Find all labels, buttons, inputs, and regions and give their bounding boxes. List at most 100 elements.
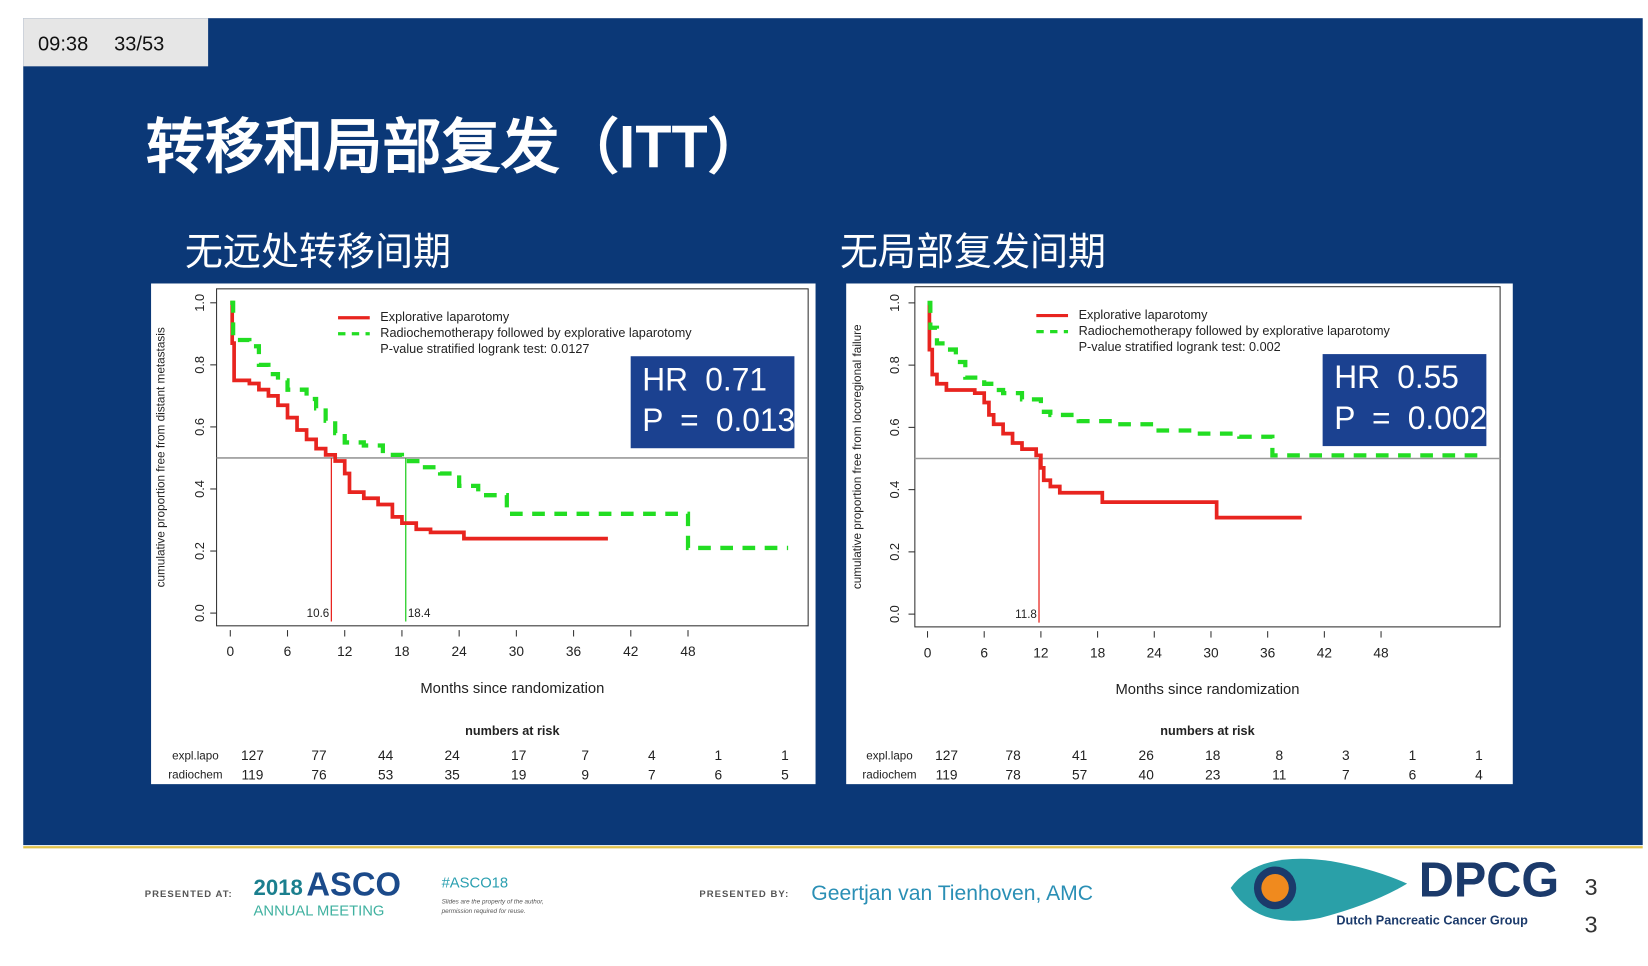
risk-value: 35	[445, 766, 461, 782]
km-curve	[230, 300, 789, 551]
risk-value: 4	[648, 747, 656, 763]
risk-value: 119	[936, 766, 958, 782]
y-tick-label: 0.0	[887, 605, 902, 623]
risk-value: 78	[1005, 766, 1021, 782]
km-curve	[230, 300, 608, 541]
risk-value: 26	[1139, 747, 1155, 763]
risk-table-title: numbers at risk	[465, 723, 560, 738]
risk-row-label: radiochem	[168, 769, 222, 782]
y-tick-label: 0.6	[192, 418, 207, 436]
risk-value: 127	[241, 747, 264, 763]
x-tick-label: 42	[1317, 644, 1332, 660]
km-curve	[927, 301, 1302, 520]
presented-by: PRESENTED BY:	[699, 889, 789, 900]
disclaimer: Slides are the property of the author,	[442, 898, 544, 905]
y-tick-label: 0.8	[887, 356, 902, 374]
risk-row-label: expl.lapo	[866, 749, 913, 762]
slide-number: 3	[1585, 911, 1598, 937]
risk-value: 1	[1475, 747, 1483, 763]
time: 09:38	[38, 33, 88, 55]
risk-value: 9	[581, 766, 589, 782]
x-tick-label: 6	[980, 644, 988, 660]
x-tick-label: 12	[1033, 644, 1048, 660]
hr-box-text: HR 0.55	[1334, 359, 1459, 395]
x-axis-label: Months since randomization	[420, 681, 604, 697]
legend-label: Explorative laparotomy	[380, 309, 509, 324]
status-bar	[23, 18, 209, 67]
risk-value: 57	[1072, 766, 1087, 782]
risk-value: 40	[1139, 766, 1155, 782]
y-tick-label: 0.6	[887, 418, 902, 436]
risk-value: 19	[511, 766, 527, 782]
risk-value: 4	[1475, 766, 1483, 782]
x-tick-label: 0	[924, 644, 932, 660]
hr-box	[1322, 354, 1487, 447]
y-tick-label: 0.4	[192, 480, 207, 498]
logo-subtitle: Dutch Pancreatic Cancer Group	[1336, 912, 1528, 927]
chart-subtitle: 无远处转移间期	[185, 231, 451, 274]
risk-value: 127	[935, 747, 958, 763]
risk-value: 78	[1005, 747, 1021, 763]
x-tick-label: 12	[337, 643, 352, 659]
legend-label: Radiochemotherapy followed by explorativ…	[380, 325, 692, 340]
x-axis-label: Months since randomization	[1115, 682, 1299, 698]
risk-value: 6	[1409, 766, 1417, 782]
y-axis-label: cumulative proportion free from locoregi…	[851, 324, 864, 589]
slide-title: 转移和局部复发（ITT）	[146, 113, 767, 180]
x-tick-label: 36	[566, 643, 582, 659]
presented-at: PRESENTED AT:	[145, 889, 233, 900]
hr-box-text: P = 0.002	[1334, 400, 1487, 436]
x-tick-label: 48	[680, 643, 696, 659]
x-tick-label: 48	[1373, 644, 1389, 660]
hashtag: #ASCO18	[442, 876, 509, 892]
slide-counter: 33/53	[114, 33, 164, 55]
median-label: 11.8	[1015, 608, 1037, 621]
risk-value: 77	[311, 747, 326, 763]
y-axis-label: cumulative proportion free from distant …	[155, 327, 168, 587]
risk-value: 23	[1205, 766, 1221, 782]
disclaimer: permission required for reuse.	[441, 908, 526, 915]
risk-value: 7	[581, 747, 589, 763]
x-tick-label: 6	[284, 643, 292, 659]
y-tick-label: 0.2	[887, 543, 902, 561]
hr-box	[630, 356, 795, 449]
plot-box	[914, 286, 1501, 628]
y-tick-label: 0.2	[192, 542, 207, 560]
km-curve	[927, 300, 1481, 458]
chart-subtitle: 无局部复发间期	[840, 231, 1106, 274]
risk-value: 53	[378, 766, 394, 782]
risk-value: 8	[1275, 747, 1283, 763]
presenter: Geertjan van Tienhoven, AMC	[811, 881, 1093, 905]
risk-value: 6	[715, 766, 723, 782]
legend-label: Radiochemotherapy followed by explorativ…	[1079, 323, 1391, 338]
logo-title: DPCG	[1419, 853, 1559, 907]
risk-value: 7	[648, 766, 656, 782]
p-value-annotation: P-value stratified logrank test: 0.0127	[380, 341, 589, 356]
risk-value: 41	[1072, 747, 1087, 763]
y-tick-label: 1.0	[887, 294, 902, 312]
risk-value: 18	[1205, 747, 1221, 763]
risk-value: 1	[1409, 747, 1417, 763]
legend-label: Explorative laparotomy	[1079, 307, 1208, 322]
risk-value: 24	[445, 747, 461, 763]
risk-value: 17	[511, 747, 526, 763]
risk-value: 1	[781, 747, 789, 763]
x-tick-label: 42	[623, 643, 638, 659]
risk-value: 76	[311, 766, 327, 782]
asco-year: 2018	[254, 875, 303, 900]
risk-value: 11	[1272, 766, 1286, 782]
risk-row-label: radiochem	[862, 769, 916, 782]
y-tick-label: 0.4	[887, 481, 902, 499]
risk-value: 44	[378, 747, 394, 763]
hr-box-text: HR 0.71	[642, 361, 767, 397]
median-label: 10.6	[307, 607, 330, 620]
risk-value: 119	[242, 766, 264, 782]
y-tick-label: 0.0	[192, 604, 207, 622]
risk-value: 5	[781, 766, 789, 782]
x-tick-label: 24	[452, 643, 468, 659]
x-tick-label: 18	[394, 643, 410, 659]
risk-table-title: numbers at risk	[1160, 723, 1255, 738]
x-tick-label: 18	[1090, 644, 1106, 660]
